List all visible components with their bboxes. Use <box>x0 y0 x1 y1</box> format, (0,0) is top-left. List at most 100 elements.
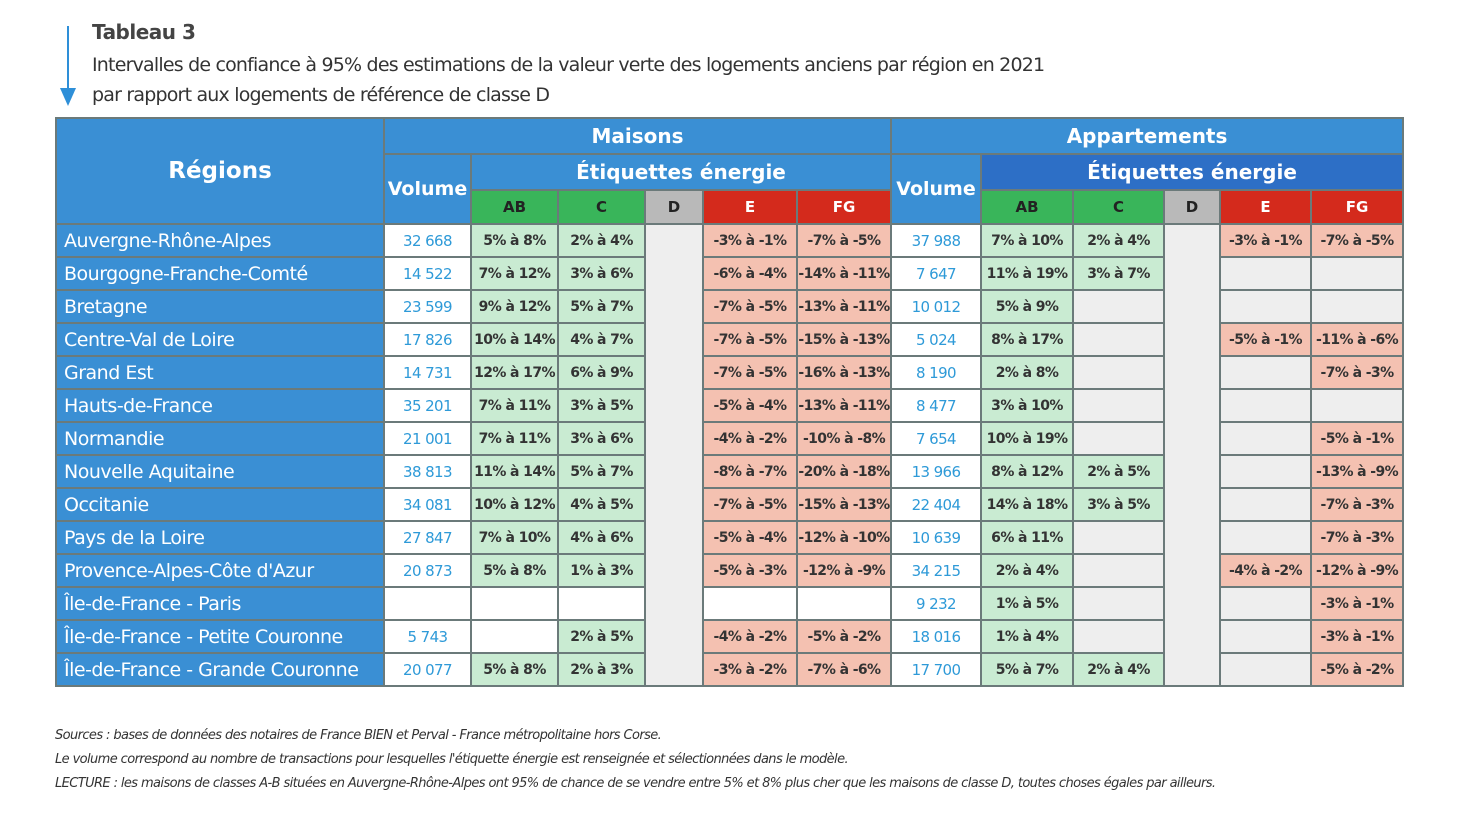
cell-fg: -12% à -9% <box>795 553 893 588</box>
header-class-d: D <box>644 189 704 225</box>
header-class-ab: AB <box>980 189 1075 225</box>
table-row: Île-de-France - Grande Couronne 20 077 5% … <box>55 652 1405 687</box>
header-class-ab: AB <box>470 189 559 225</box>
cell-volume: 32 668 <box>383 223 472 258</box>
cell-e: -7% à -5% <box>702 322 798 357</box>
cell-ab: 14% à 18% <box>980 487 1075 522</box>
cell-ab: 7% à 12% <box>470 256 559 291</box>
cell-ab: 8% à 17% <box>980 322 1075 357</box>
cell-volume: 5 743 <box>383 619 472 654</box>
cell-e <box>1219 256 1313 291</box>
table-row: Île-de-France - Petite Couronne 5 743 2% à… <box>55 619 1405 654</box>
cell-e <box>1219 619 1313 654</box>
region-name: Île-de-France - Petite Couronne <box>55 619 385 654</box>
cell-fg <box>1310 289 1405 324</box>
header-class-c: C <box>1072 189 1166 225</box>
cell-c: 2% à 5% <box>557 619 646 654</box>
cell-e <box>1219 652 1313 687</box>
cell-fg: -7% à -3% <box>1310 487 1405 522</box>
header-class-fg: FG <box>795 189 893 225</box>
cell-volume: 9 232 <box>890 586 983 621</box>
arrow-down-icon <box>60 26 76 106</box>
cell-ab: 5% à 8% <box>470 223 559 258</box>
table-row: Nouvelle Aquitaine 38 813 11% à 14% 5% à 7%… <box>55 454 1405 489</box>
reference-column-appartements: Étiquette de référence <box>1163 223 1222 687</box>
cell-ab: 11% à 19% <box>980 256 1075 291</box>
cell-volume: 7 647 <box>890 256 983 291</box>
cell-e: -8% à -7% <box>702 454 798 489</box>
cell-ab: 9% à 12% <box>470 289 559 324</box>
cell-c: 4% à 7% <box>557 322 646 357</box>
header-class-d: D <box>1163 189 1222 225</box>
cell-c: 4% à 6% <box>557 520 646 555</box>
cell-volume: 38 813 <box>383 454 472 489</box>
cell-ab: 5% à 9% <box>980 289 1075 324</box>
cell-fg: -15% à -13% <box>795 487 893 522</box>
cell-ab: 12% à 17% <box>470 355 559 390</box>
cell-volume: 35 201 <box>383 388 472 423</box>
cell-volume: 34 081 <box>383 487 472 522</box>
cell-c <box>1072 355 1166 390</box>
cell-c: 3% à 5% <box>557 388 646 423</box>
cell-c: 3% à 7% <box>1072 256 1166 291</box>
cell-fg: -11% à -6% <box>1310 322 1405 357</box>
region-name: Provence-Alpes-Côte d'Azur <box>55 553 385 588</box>
cell-volume: 10 012 <box>890 289 983 324</box>
cell-c <box>1072 289 1166 324</box>
cell-volume: 7 654 <box>890 421 983 456</box>
cell-fg: -13% à -9% <box>1310 454 1405 489</box>
cell-ab: 11% à 14% <box>470 454 559 489</box>
table-row: Provence-Alpes-Côte d'Azur 20 873 5% à 8% 1… <box>55 553 1405 588</box>
region-name: Centre-Val de Loire <box>55 322 385 357</box>
cell-fg: -20% à -18% <box>795 454 893 489</box>
region-name: Nouvelle Aquitaine <box>55 454 385 489</box>
subtitle-line: Intervalles de confiance à 95% des estim… <box>92 54 1045 76</box>
cell-fg: -7% à -5% <box>1310 223 1405 258</box>
cell-fg: -13% à -11% <box>795 388 893 423</box>
cell-c: 5% à 7% <box>557 289 646 324</box>
cell-ab <box>470 586 559 621</box>
cell-volume: 37 988 <box>890 223 983 258</box>
region-name: Hauts-de-France <box>55 388 385 423</box>
cell-fg: -5% à -2% <box>1310 652 1405 687</box>
cell-c <box>1072 421 1166 456</box>
note-sources: Sources : bases de données des notaires … <box>55 728 662 743</box>
cell-volume: 34 215 <box>890 553 983 588</box>
cell-ab: 5% à 8% <box>470 652 559 687</box>
cell-e <box>1219 520 1313 555</box>
cell-volume: 20 077 <box>383 652 472 687</box>
cell-volume: 23 599 <box>383 289 472 324</box>
cell-ab: 7% à 11% <box>470 421 559 456</box>
cell-e: -6% à -4% <box>702 256 798 291</box>
cell-c <box>557 586 646 621</box>
cell-ab: 1% à 4% <box>980 619 1075 654</box>
cell-ab: 10% à 14% <box>470 322 559 357</box>
cell-e <box>1219 487 1313 522</box>
cell-ab: 8% à 12% <box>980 454 1075 489</box>
region-name: Pays de la Loire <box>55 520 385 555</box>
cell-ab: 10% à 12% <box>470 487 559 522</box>
cell-fg: -12% à -9% <box>1310 553 1405 588</box>
table-row: Hauts-de-France 35 201 7% à 11% 3% à 5% -5% … <box>55 388 1405 423</box>
header-class-e: E <box>702 189 798 225</box>
cell-e: -5% à -4% <box>702 388 798 423</box>
cell-volume: 17 826 <box>383 322 472 357</box>
header-class-e: E <box>1219 189 1313 225</box>
cell-volume <box>383 586 472 621</box>
cell-volume: 5 024 <box>890 322 983 357</box>
region-name: Grand Est <box>55 355 385 390</box>
cell-ab: 10% à 19% <box>980 421 1075 456</box>
header-maisons: Maisons <box>382 117 893 155</box>
cell-fg: -12% à -10% <box>795 520 893 555</box>
cell-e: -5% à -4% <box>702 520 798 555</box>
cell-c <box>1072 553 1166 588</box>
cell-ab: 6% à 11% <box>980 520 1075 555</box>
cell-volume: 8 477 <box>890 388 983 423</box>
cell-fg: -7% à -6% <box>795 652 893 687</box>
cell-c: 3% à 5% <box>1072 487 1166 522</box>
table-row: Normandie 21 001 7% à 11% 3% à 6% -4% à -2% -… <box>55 421 1405 456</box>
cell-e: -4% à -2% <box>1219 553 1313 588</box>
subtitle-line: par rapport aux logements de référence d… <box>92 84 550 106</box>
cell-c: 1% à 3% <box>557 553 646 588</box>
cell-e <box>1219 355 1313 390</box>
